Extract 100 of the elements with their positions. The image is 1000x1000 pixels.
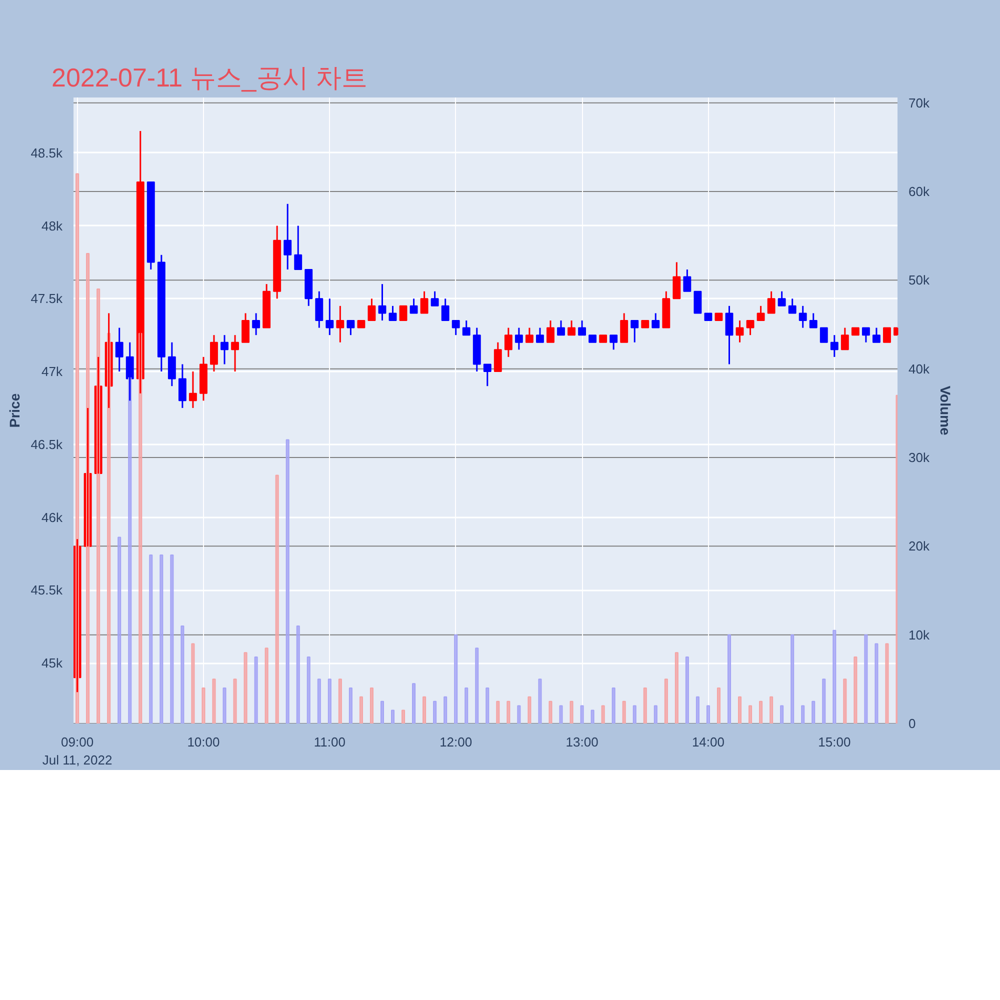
x-tick-label: 14:00	[692, 734, 724, 750]
y2-tick-label: 60k	[908, 184, 930, 199]
bar	[338, 678, 342, 724]
bar	[570, 700, 574, 724]
bar	[475, 648, 479, 724]
bar	[580, 705, 584, 724]
bar	[390, 710, 395, 724]
y-tick-label: 48k	[42, 218, 63, 234]
bar	[296, 625, 300, 724]
bar	[790, 634, 794, 724]
y-tick-label: 46k	[42, 510, 63, 525]
y2-tick-label: 0	[908, 716, 916, 731]
bar	[486, 688, 490, 724]
candlestick	[820, 327, 828, 343]
bar	[612, 688, 616, 724]
x-tick-label: 09:00 Jul 11, 2022	[42, 734, 112, 768]
bar	[759, 700, 763, 724]
candlestick	[357, 320, 366, 328]
x-tick-label: 12:00	[440, 734, 472, 750]
bar	[538, 678, 542, 724]
bar	[149, 554, 153, 724]
bar	[716, 688, 720, 724]
candlestick	[641, 320, 650, 328]
y2-tick-label: 10k	[908, 627, 930, 642]
bar	[370, 688, 374, 724]
bar	[348, 688, 352, 724]
bar	[685, 656, 689, 724]
candlestick	[399, 305, 408, 321]
y2-tick-label: 70k	[908, 95, 930, 110]
bar	[664, 678, 668, 724]
y2-tick-label: 40k	[908, 361, 930, 376]
bar	[885, 643, 889, 724]
candlestick	[714, 312, 723, 321]
bar	[328, 678, 332, 724]
candlestick	[704, 312, 712, 321]
bar	[738, 696, 742, 724]
bar	[286, 439, 290, 724]
y2-tick-label: 50k	[908, 272, 930, 288]
y-tick-label: 47k	[42, 364, 63, 380]
bar	[748, 705, 752, 724]
bar	[822, 678, 826, 724]
bar	[222, 688, 226, 724]
candlestick	[694, 290, 702, 314]
x-tick-label: 15:00	[818, 734, 851, 750]
bar	[854, 656, 858, 724]
bar	[643, 688, 647, 724]
y2-tick-label: 20k	[908, 538, 930, 554]
bar	[496, 700, 500, 724]
bar	[180, 625, 184, 724]
x-tick-label: 10:00	[187, 734, 220, 750]
bar	[528, 696, 532, 724]
bar	[770, 696, 774, 724]
bar	[412, 683, 416, 724]
bar	[706, 705, 710, 724]
y-tick-label: 45k	[42, 656, 63, 671]
bar	[402, 710, 406, 724]
bar	[696, 696, 700, 724]
bar	[433, 700, 437, 724]
bar	[874, 643, 878, 724]
bar	[559, 705, 563, 724]
bar	[548, 700, 552, 724]
chart-title: 2022-07-11 뉴스_공시 차트	[52, 62, 368, 92]
bar	[306, 656, 310, 724]
bar	[622, 700, 626, 724]
bar	[359, 696, 363, 724]
bar	[674, 652, 678, 724]
x-tick-label: 11:00	[314, 734, 346, 750]
bar	[170, 554, 174, 724]
bar	[454, 634, 458, 724]
bar	[244, 652, 248, 724]
bar	[275, 474, 279, 724]
bar	[380, 700, 384, 724]
bar	[632, 705, 636, 724]
candlestick	[588, 334, 597, 343]
candlestick	[851, 327, 860, 336]
bar	[191, 643, 195, 724]
bar	[202, 688, 206, 724]
y-tick-label: 47.5k	[30, 291, 63, 306]
bar	[254, 656, 258, 724]
bar	[422, 696, 426, 724]
bar	[464, 688, 468, 724]
bar	[506, 700, 510, 724]
bar	[590, 710, 594, 724]
y-axis-title: Price	[6, 393, 23, 428]
bar	[780, 705, 784, 724]
y-tick-label: 48.5k	[30, 145, 63, 160]
bar	[654, 705, 658, 724]
x-tick-label: 13:00	[566, 734, 598, 750]
bar	[233, 678, 237, 724]
candlestick	[599, 334, 608, 343]
bar	[517, 705, 521, 724]
bar	[727, 634, 732, 724]
bar	[160, 554, 164, 724]
candlestick	[883, 327, 891, 343]
bar	[601, 705, 605, 724]
bar	[444, 696, 448, 724]
bar	[212, 678, 216, 724]
bar	[801, 705, 805, 724]
bar	[264, 648, 268, 724]
bar	[118, 536, 122, 724]
